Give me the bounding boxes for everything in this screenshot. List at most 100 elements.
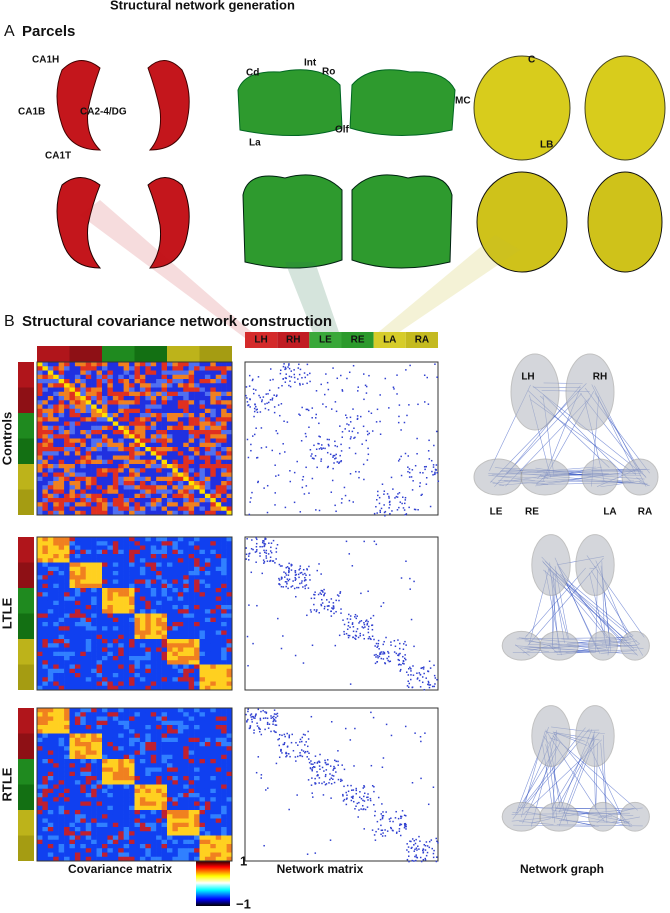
- matrix-cell: [162, 742, 168, 747]
- matrix-cell: [194, 485, 200, 490]
- matrix-cell: [91, 371, 97, 376]
- network-edge: [274, 464, 276, 466]
- network-edge: [306, 584, 308, 586]
- matrix-cell: [97, 567, 103, 572]
- matrix-cell: [172, 379, 178, 384]
- matrix-cell: [200, 738, 206, 743]
- network-edge: [300, 739, 302, 741]
- network-edge: [261, 427, 263, 429]
- matrix-cell: [42, 746, 48, 751]
- matrix-cell: [135, 785, 141, 790]
- matrix-cell: [189, 409, 195, 414]
- matrix-cell: [70, 451, 76, 456]
- network-edge: [291, 370, 293, 372]
- matrix-cell: [135, 734, 141, 739]
- matrix-cell: [227, 366, 233, 371]
- network-edge: [312, 478, 314, 480]
- matrix-cell: [162, 639, 168, 644]
- network-edge: [412, 469, 414, 471]
- matrix-cell: [42, 725, 48, 730]
- matrix-cell: [48, 810, 54, 815]
- matrix-cell: [37, 388, 43, 393]
- region-strip: [18, 639, 34, 665]
- network-edge: [357, 432, 359, 434]
- matrix-cell: [172, 746, 178, 751]
- matrix-cell: [200, 584, 206, 589]
- matrix-cell: [205, 772, 211, 777]
- matrix-cell: [151, 537, 157, 542]
- matrix-cell: [216, 434, 222, 439]
- matrix-cell: [135, 592, 141, 597]
- matrix-cell: [151, 366, 157, 371]
- matrix-cell: [183, 494, 189, 499]
- matrix-cell: [97, 571, 103, 576]
- matrix-cell: [70, 631, 76, 636]
- matrix-cell: [70, 563, 76, 568]
- network-edge: [332, 468, 334, 470]
- matrix-cell: [156, 682, 162, 687]
- matrix-cell: [151, 396, 157, 401]
- matrix-cell: [194, 772, 200, 777]
- matrix-cell: [221, 665, 227, 670]
- matrix-cell: [194, 768, 200, 773]
- matrix-cell: [91, 793, 97, 798]
- network-edge: [261, 774, 263, 776]
- matrix-cell: [113, 563, 119, 568]
- matrix-cell: [183, 609, 189, 614]
- matrix-cell: [113, 614, 119, 619]
- matrix-cell: [64, 563, 70, 568]
- network-edge: [316, 390, 318, 392]
- matrix-cell: [183, 481, 189, 486]
- matrix-cell: [156, 802, 162, 807]
- network-edge: [318, 423, 320, 425]
- matrix-cell: [91, 776, 97, 781]
- matrix-cell: [129, 575, 135, 580]
- matrix-cell: [162, 392, 168, 397]
- matrix-cell: [183, 831, 189, 836]
- matrix-cell: [42, 494, 48, 499]
- matrix-cell: [53, 451, 59, 456]
- network-edge: [384, 515, 386, 517]
- matrix-cell: [59, 776, 65, 781]
- matrix-cell: [97, 631, 103, 636]
- network-edge: [334, 505, 336, 507]
- matrix-cell: [37, 772, 43, 777]
- matrix-cell: [37, 789, 43, 794]
- matrix-cell: [102, 550, 108, 555]
- matrix-cell: [37, 434, 43, 439]
- network-edge: [286, 378, 288, 380]
- matrix-cell: [221, 575, 227, 580]
- matrix-cell: [140, 392, 146, 397]
- matrix-cell: [124, 362, 130, 367]
- matrix-cell: [135, 639, 141, 644]
- matrix-cell: [80, 848, 86, 853]
- matrix-cell: [97, 639, 103, 644]
- matrix-cell: [145, 738, 151, 743]
- matrix-cell: [156, 717, 162, 722]
- matrix-cell: [194, 717, 200, 722]
- matrix-cell: [194, 793, 200, 798]
- matrix-cell: [162, 405, 168, 410]
- matrix-cell: [151, 460, 157, 465]
- matrix-cell: [107, 597, 113, 602]
- matrix-cell: [200, 814, 206, 819]
- network-edge: [270, 368, 272, 370]
- matrix-cell: [151, 383, 157, 388]
- network-edge: [281, 385, 283, 387]
- matrix-cell: [113, 502, 119, 507]
- matrix-cell: [200, 546, 206, 551]
- matrix-cell: [162, 746, 168, 751]
- network-edge: [431, 471, 433, 473]
- matrix-cell: [97, 669, 103, 674]
- matrix-cell: [97, 584, 103, 589]
- matrix-cell: [118, 443, 124, 448]
- matrix-cell: [205, 366, 211, 371]
- network-edge: [416, 438, 418, 440]
- matrix-cell: [124, 759, 130, 764]
- matrix-cell: [162, 584, 168, 589]
- matrix-cell: [107, 592, 113, 597]
- matrix-cell: [42, 763, 48, 768]
- matrix-cell: [102, 622, 108, 627]
- matrix-cell: [129, 494, 135, 499]
- matrix-cell: [107, 417, 113, 422]
